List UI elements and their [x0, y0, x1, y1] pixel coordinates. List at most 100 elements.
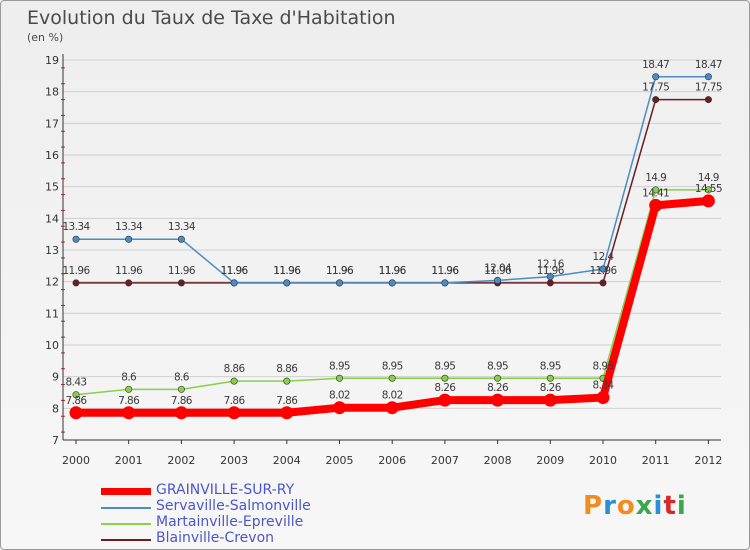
data-label: 11.96: [379, 265, 407, 277]
legend-item: Servaville-Salmonville: [101, 498, 361, 515]
data-label: 8.26: [540, 382, 562, 394]
logo-letter: i: [653, 491, 664, 521]
data-point: [652, 73, 660, 81]
y-tick-label: 13: [45, 244, 59, 257]
y-tick-label: 12: [45, 276, 59, 289]
data-label: 7.86: [66, 395, 88, 407]
y-tick-label: 16: [45, 149, 59, 162]
data-label: 8.86: [224, 363, 246, 375]
data-point: [652, 96, 660, 104]
data-label: 12.16: [537, 259, 565, 271]
data-point: [125, 385, 133, 393]
data-label: 11.96: [589, 265, 617, 277]
data-label: 7.86: [118, 395, 140, 407]
data-point: [546, 279, 554, 287]
y-tick-label: 9: [52, 371, 59, 384]
data-label: 14.41: [642, 187, 669, 199]
data-label: 12.04: [484, 262, 512, 274]
data-point: [125, 235, 133, 243]
data-label: 8.26: [487, 382, 509, 394]
y-tick-label: 15: [45, 181, 59, 194]
x-tick-label: 2008: [484, 454, 512, 467]
data-label: 13.34: [115, 221, 143, 233]
data-point: [177, 279, 185, 287]
data-point: [230, 279, 238, 287]
data-point: [72, 279, 80, 287]
data-label: 14.9: [645, 172, 666, 184]
data-point: [649, 198, 663, 212]
data-label: 13.34: [168, 221, 196, 233]
logo-letter: i: [676, 491, 687, 521]
data-point: [546, 374, 554, 382]
data-point: [335, 279, 343, 287]
data-point: [494, 276, 502, 284]
x-tick-label: 2000: [62, 454, 90, 467]
data-point: [283, 377, 291, 385]
data-label: 7.86: [171, 395, 193, 407]
data-label: 11.96: [537, 265, 565, 277]
data-label: 8.6: [174, 371, 190, 383]
data-label: 8.95: [434, 360, 455, 372]
data-point: [122, 406, 136, 420]
data-point: [72, 391, 80, 399]
data-label: 11.96: [62, 265, 90, 277]
y-tick-label: 7: [52, 434, 59, 447]
data-point: [599, 265, 607, 273]
x-tick-label: 2001: [115, 454, 143, 467]
data-label: 8.95: [329, 360, 350, 372]
data-point: [177, 385, 185, 393]
data-label: 11.96: [431, 265, 459, 277]
legend-label: Martainville-Epreville: [156, 514, 304, 530]
data-label: 14.55: [695, 183, 722, 195]
data-point: [596, 391, 610, 405]
data-point: [283, 279, 291, 287]
legend-swatch: [101, 539, 151, 541]
data-label: 7.86: [224, 395, 246, 407]
legend-item: Blainville-Crevon: [101, 530, 361, 547]
logo-letter: o: [616, 491, 636, 521]
data-label: 11.96: [326, 265, 354, 277]
data-label: 8.02: [329, 390, 350, 402]
data-point: [69, 406, 83, 420]
series-line-1: [76, 76, 709, 284]
data-label: 11.96: [221, 265, 249, 277]
legend-item: GRAINVILLE-SUR-RY: [101, 482, 361, 499]
data-point: [388, 279, 396, 287]
data-label: 18.47: [642, 59, 669, 71]
data-point: [599, 279, 607, 287]
data-label: 8.26: [434, 382, 456, 394]
data-point: [701, 194, 715, 208]
data-point: [385, 401, 399, 415]
x-tick-label: 2002: [167, 454, 195, 467]
data-label: 8.02: [382, 390, 403, 402]
data-point: [280, 406, 294, 420]
data-point: [546, 273, 554, 281]
legend-label: Servaville-Salmonville: [156, 498, 311, 514]
x-tick-label: 2006: [378, 454, 406, 467]
legend: GRAINVILLE-SUR-RY Servaville-Salmonville M…: [101, 482, 361, 547]
series-line-3: [76, 98, 709, 284]
data-label: 17.75: [642, 82, 669, 94]
data-point: [333, 401, 346, 415]
legend-swatch: [101, 523, 151, 525]
data-label: 8.95: [487, 360, 508, 372]
data-label: 8.95: [382, 360, 403, 372]
data-point: [494, 374, 502, 382]
x-tick-label: 2003: [220, 454, 248, 467]
y-tick-label: 19: [45, 54, 59, 67]
proxiti-logo: Proxiti: [583, 491, 687, 521]
data-point: [177, 235, 185, 243]
data-label: 11.96: [431, 265, 459, 277]
y-tick-label: 8: [52, 402, 59, 415]
data-label: 8.95: [540, 360, 561, 372]
data-label: 11.96: [273, 265, 301, 277]
data-label: 11.96: [221, 265, 249, 277]
data-point: [72, 235, 80, 243]
y-tick-label: 18: [45, 86, 59, 99]
data-point: [388, 374, 396, 382]
logo-letter: r: [603, 491, 617, 521]
y-tick-label: 10: [45, 339, 59, 352]
data-point: [125, 279, 133, 287]
